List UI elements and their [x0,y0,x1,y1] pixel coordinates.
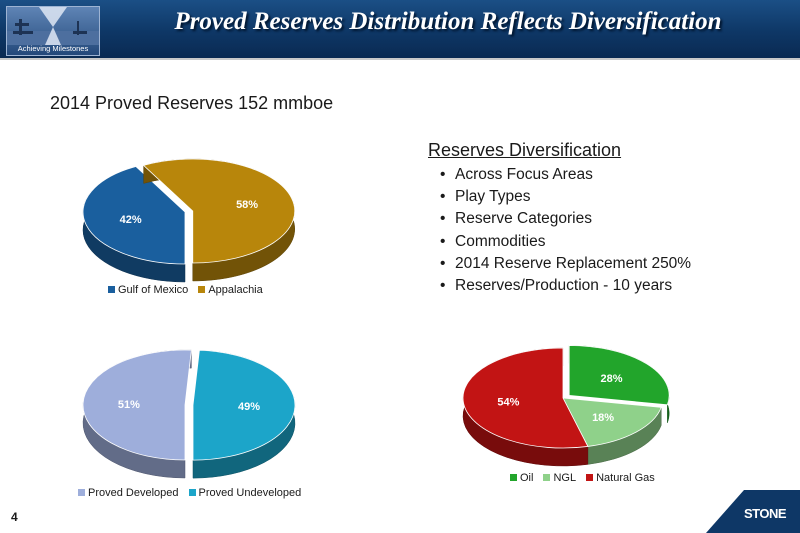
slice-label: 28% [601,373,623,385]
pie-slice-oil [568,345,670,423]
reserves-subtitle: 2014 Proved Reserves 152 mmboe [50,93,334,113]
page-number: 4 [11,510,18,524]
pie-slice-natural-gas [462,347,589,467]
slice-label: 58% [236,199,258,211]
bullet-item: Play Types [440,186,691,208]
legend-item: Proved Undeveloped [188,487,302,499]
legend-swatch [198,286,206,293]
bullet-item: 2014 Reserve Replacement 250% [440,253,691,275]
slice-label: 54% [497,396,519,408]
pie-slice-proved-undeveloped [192,349,296,479]
commodity-legend: Oil NGL Natural Gas [510,472,665,484]
legend-swatch [78,489,85,496]
legend-label: Oil [520,472,534,484]
legend-item: NGL [543,472,576,484]
legend-label: Appalachia [208,284,263,296]
header-bar: Achieving Milestones Proved Reserves Dis… [0,0,800,60]
slice-label: 49% [238,401,260,413]
pie-slice-proved-developed [82,349,192,479]
legend-swatch [510,474,517,481]
legend-label: Proved Undeveloped [198,487,302,499]
commodity-pie-chart: 28% 18% 54% [462,345,670,467]
legend-item: Oil [510,472,533,484]
pie-slice-gulf-of-mexico [82,165,186,283]
bullet-item: Commodities [440,231,691,253]
legend-swatch [188,489,196,496]
pie-slice-appalachia [142,158,296,282]
area-legend: Gulf of Mexico Appalachia [108,284,273,296]
area-pie-chart: 42% 58% [82,158,296,283]
legend-item: Proved Developed [78,487,179,499]
bullet-item: Reserve Categories [440,208,691,230]
legend-label: NGL [553,472,577,484]
slice-label: 18% [592,412,614,424]
legend-label: Proved Developed [88,487,179,499]
legend-swatch [543,474,551,481]
slice-label: 51% [118,399,140,411]
logo: Achieving Milestones [6,6,100,56]
legend-swatch [108,286,115,293]
legend-item: Gulf of Mexico [108,284,188,296]
bullets-heading: Reserves Diversification [428,140,622,160]
legend-swatch [586,474,594,481]
legend-item: Appalachia [198,284,263,296]
stone-logo: STONE [744,506,787,521]
legend-label: Natural Gas [596,472,655,484]
bullet-item: Across Focus Areas [440,164,691,186]
category-legend: Proved Developed Proved Undeveloped [78,487,311,499]
slice-label: 42% [120,214,142,226]
logo-tagline: Achieving Milestones [17,44,89,53]
bullet-item: Reserves/Production - 10 years [440,275,691,297]
slide-title: Proved Reserves Distribution Reflects Di… [174,8,722,35]
bullet-list: Across Focus Areas Play Types Reserve Ca… [440,164,691,297]
category-pie-chart: 51% 49% [82,349,296,479]
legend-item: Natural Gas [586,472,655,484]
corner-decoration [706,490,800,533]
offshore-rig-icon [7,7,99,45]
legend-label: Gulf of Mexico [118,284,189,296]
